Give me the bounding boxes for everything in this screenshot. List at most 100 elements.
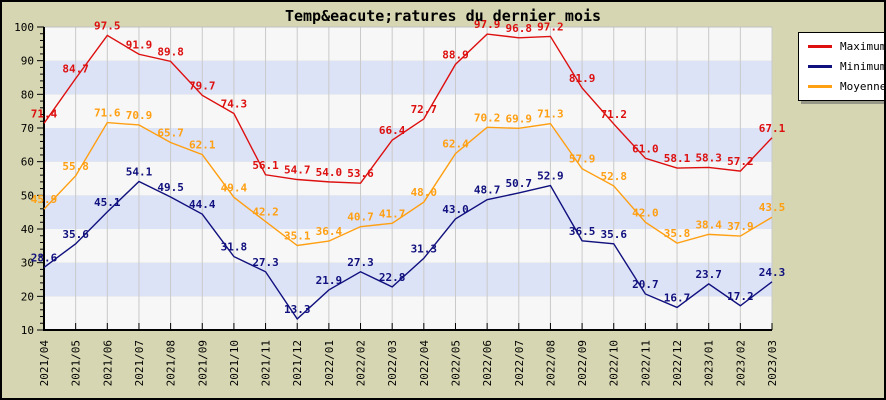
plot-band <box>44 161 772 196</box>
value-label-minimum: 52.9 <box>537 170 564 183</box>
y-tick-label: 20 <box>21 290 34 303</box>
value-label-minimum: 50.7 <box>506 177 533 190</box>
plot-band <box>44 94 772 128</box>
value-label-moyenne: 49.4 <box>221 181 248 194</box>
value-label-maximum: 97.5 <box>94 19 121 32</box>
legend-item-moyenne: Moyenne <box>808 80 886 93</box>
value-label-moyenne: 41.7 <box>379 207 406 220</box>
y-tick-label: 80 <box>21 88 34 101</box>
x-tick-label: 2021/12 <box>291 340 304 386</box>
value-label-minimum: 27.3 <box>347 256 374 269</box>
value-label-moyenne: 37.9 <box>727 220 754 233</box>
y-tick-label: 60 <box>21 156 34 169</box>
value-label-maximum: 53.6 <box>347 167 374 180</box>
value-label-moyenne: 43.5 <box>759 201 786 214</box>
legend-item-maximum: Maximum <box>808 40 886 53</box>
value-label-moyenne: 70.2 <box>474 111 501 124</box>
x-tick-label: 2022/10 <box>608 340 621 386</box>
x-tick-label: 2022/03 <box>386 340 399 386</box>
x-tick-label: 2021/06 <box>101 340 114 386</box>
plot-band <box>44 296 772 330</box>
y-tick-label: 10 <box>21 324 34 337</box>
y-tick-label: 50 <box>21 189 34 202</box>
value-label-maximum: 58.3 <box>695 151 722 164</box>
y-tick-label: 90 <box>21 55 34 68</box>
x-tick-label: 2022/01 <box>323 340 336 386</box>
value-label-maximum: 71.2 <box>600 108 627 121</box>
value-label-minimum: 21.9 <box>316 274 343 287</box>
value-label-maximum: 67.1 <box>759 122 786 135</box>
value-label-maximum: 54.7 <box>284 164 311 177</box>
x-tick-label: 2022/11 <box>639 340 652 386</box>
x-tick-label: 2022/05 <box>449 340 462 386</box>
x-tick-label: 2022/02 <box>355 340 368 386</box>
legend-swatch-maximum-line <box>808 45 832 48</box>
x-tick-label: 2022/04 <box>418 340 431 387</box>
value-label-moyenne: 65.7 <box>157 126 184 139</box>
value-label-maximum: 97.9 <box>474 18 501 31</box>
value-label-moyenne: 55.8 <box>62 160 89 173</box>
x-tick-label: 2021/09 <box>196 340 209 386</box>
y-tick-label: 30 <box>21 257 34 270</box>
legend-item-minimum: Minimum <box>808 60 886 73</box>
value-label-minimum: 31.3 <box>411 242 438 255</box>
x-tick-label: 2022/12 <box>671 340 684 386</box>
value-label-maximum: 97.2 <box>537 20 564 33</box>
value-label-maximum: 91.9 <box>126 38 153 51</box>
value-label-minimum: 48.7 <box>474 184 501 197</box>
value-label-minimum: 35.6 <box>62 228 89 241</box>
plot-band <box>44 229 772 263</box>
value-label-minimum: 35.6 <box>600 228 627 241</box>
value-label-moyenne: 45.9 <box>31 193 58 206</box>
value-label-minimum: 31.8 <box>221 241 248 254</box>
x-tick-label: 2023/03 <box>766 340 779 386</box>
value-label-maximum: 79.7 <box>189 79 216 92</box>
plot-band <box>44 60 772 95</box>
value-label-moyenne: 35.1 <box>284 229 311 242</box>
value-label-maximum: 66.4 <box>379 124 406 137</box>
value-label-maximum: 74.3 <box>221 98 248 111</box>
value-label-minimum: 24.3 <box>759 266 786 279</box>
legend-label-moyenne: Moyenne <box>840 80 886 93</box>
value-label-moyenne: 62.4 <box>442 138 469 151</box>
value-label-maximum: 89.8 <box>157 45 184 58</box>
value-label-maximum: 54.0 <box>316 166 343 179</box>
value-label-minimum: 22.8 <box>379 271 406 284</box>
value-label-moyenne: 48.0 <box>411 186 438 199</box>
value-label-minimum: 45.1 <box>94 196 121 209</box>
value-label-maximum: 88.9 <box>442 48 469 61</box>
y-tick-label: 40 <box>21 223 34 236</box>
legend-label-minimum: Minimum <box>840 60 886 73</box>
y-tick-label: 70 <box>21 122 34 135</box>
value-label-moyenne: 62.1 <box>189 139 216 152</box>
series-line-moyenne <box>43 121 773 247</box>
value-label-moyenne: 69.9 <box>506 112 533 125</box>
x-tick-label: 2022/09 <box>576 340 589 386</box>
y-tick-label: 100 <box>14 21 34 34</box>
x-tick-label: 2022/07 <box>513 340 526 386</box>
value-label-moyenne: 40.7 <box>347 211 374 224</box>
x-tick-label: 2021/10 <box>228 340 241 386</box>
value-label-minimum: 27.3 <box>252 256 279 269</box>
legend: Maximum Minimum Moyenne <box>798 32 886 101</box>
value-label-moyenne: 36.4 <box>316 225 343 238</box>
value-label-minimum: 16.7 <box>664 291 691 304</box>
series-line-minimum <box>43 180 773 320</box>
value-label-maximum: 71.4 <box>31 107 58 120</box>
value-label-moyenne: 35.8 <box>664 227 691 240</box>
x-tick-label: 2023/02 <box>734 340 747 386</box>
plot-band <box>44 128 772 162</box>
legend-label-maximum: Maximum <box>840 40 886 53</box>
value-label-moyenne: 38.4 <box>695 218 722 231</box>
value-label-moyenne: 42.0 <box>632 206 659 219</box>
chart-title: Temp&eacute;ratures du dernier mois <box>284 7 602 25</box>
value-label-moyenne: 71.6 <box>94 107 121 120</box>
value-label-maximum: 56.1 <box>252 159 279 172</box>
x-tick-label: 2021/04 <box>38 340 51 387</box>
value-label-minimum: 28.6 <box>31 251 58 264</box>
x-tick-label: 2021/07 <box>133 340 146 386</box>
value-label-minimum: 17.2 <box>727 290 754 303</box>
value-label-minimum: 20.7 <box>632 278 659 291</box>
value-label-maximum: 58.1 <box>664 152 691 165</box>
x-tick-label: 2021/11 <box>260 340 273 386</box>
